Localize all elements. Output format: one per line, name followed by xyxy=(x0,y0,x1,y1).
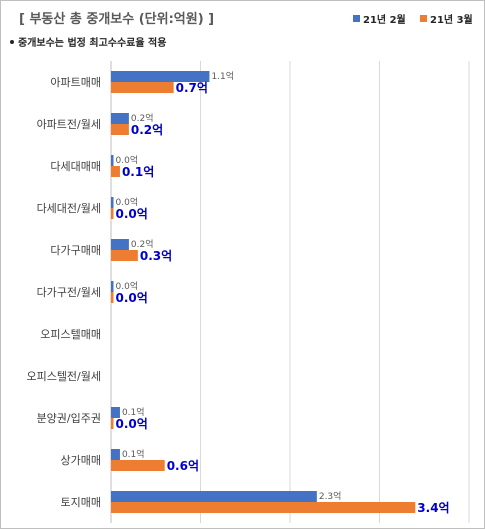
bar-mar xyxy=(111,418,114,429)
gridlines xyxy=(110,61,470,523)
bar-mar xyxy=(111,124,129,135)
legend-label-feb: 21년 2월 xyxy=(363,13,406,26)
bar-mar xyxy=(111,208,114,219)
bars xyxy=(111,71,416,513)
data-label-mar: 0.6억 xyxy=(167,459,199,473)
bar-feb xyxy=(111,449,120,460)
category-label: 다가구매매 xyxy=(50,244,101,257)
category-label: 아파트전/월세 xyxy=(37,118,101,131)
bar-feb xyxy=(111,155,114,166)
data-label-mar: 0.7억 xyxy=(176,81,208,95)
data-label-feb: 0.2억 xyxy=(131,238,154,250)
bar-mar xyxy=(111,250,138,261)
data-label-mar: 0.1억 xyxy=(122,165,154,179)
chart-title: [ 부동산 총 중개보수 (단위:억원) ] xyxy=(19,11,214,27)
category-label: 다가구전/월세 xyxy=(37,286,101,299)
category-labels: 아파트매매아파트전/월세다세대매매다세대전/월세다가구매매다가구전/월세오피스텔… xyxy=(26,76,101,509)
data-label-feb: 2.3억 xyxy=(319,490,342,502)
bar-feb xyxy=(111,239,129,250)
bar-mar xyxy=(111,166,120,177)
category-label: 분양권/입주권 xyxy=(37,412,101,425)
data-label-mar: 0.0억 xyxy=(116,207,148,221)
legend-swatch-feb xyxy=(353,15,360,22)
data-label-feb: 0.0억 xyxy=(116,196,139,208)
category-label: 다세대전/월세 xyxy=(37,202,101,215)
bar-mar xyxy=(111,292,114,303)
data-label-feb: 0.1억 xyxy=(122,448,145,460)
bar-feb xyxy=(111,491,317,502)
legend: 21년 2월 21년 3월 xyxy=(353,13,473,26)
bar-feb xyxy=(111,113,129,124)
chart-note: 중개보수는 법정 최고수수료율 적용 xyxy=(18,36,166,49)
data-label-feb: 0.0억 xyxy=(116,154,139,166)
category-label: 상가매매 xyxy=(61,454,101,467)
bar-feb xyxy=(111,197,114,208)
data-label-feb: 1.1억 xyxy=(211,70,234,82)
data-label-feb: 0.1억 xyxy=(122,406,145,418)
data-label-mar: 0.2억 xyxy=(131,123,163,137)
legend-swatch-mar xyxy=(420,15,427,22)
data-labels: 1.1억0.7억0.2억0.2억0.0억0.1억0.0억0.0억0.2억0.3억… xyxy=(116,70,450,515)
category-label: 오피스텔전/월세 xyxy=(26,370,101,383)
bar-mar xyxy=(111,82,174,93)
category-label: 토지매매 xyxy=(61,496,101,509)
bar-feb xyxy=(111,407,120,418)
category-label: 아파트매매 xyxy=(50,76,101,89)
bar-mar xyxy=(111,502,416,513)
data-label-feb: 0.2억 xyxy=(131,112,154,124)
data-label-mar: 3.4억 xyxy=(417,501,449,515)
legend-label-mar: 21년 3월 xyxy=(430,13,473,26)
data-label-mar: 0.3억 xyxy=(140,249,172,263)
data-label-mar: 0.0억 xyxy=(116,291,148,305)
bar-feb xyxy=(111,281,114,292)
note-bullet xyxy=(10,40,14,44)
data-label-feb: 0.0억 xyxy=(116,280,139,292)
bar-feb xyxy=(111,71,210,82)
category-label: 다세대매매 xyxy=(50,160,101,173)
data-label-mar: 0.0억 xyxy=(116,417,148,431)
category-label: 오피스텔매매 xyxy=(40,328,101,341)
bar-mar xyxy=(111,460,165,471)
